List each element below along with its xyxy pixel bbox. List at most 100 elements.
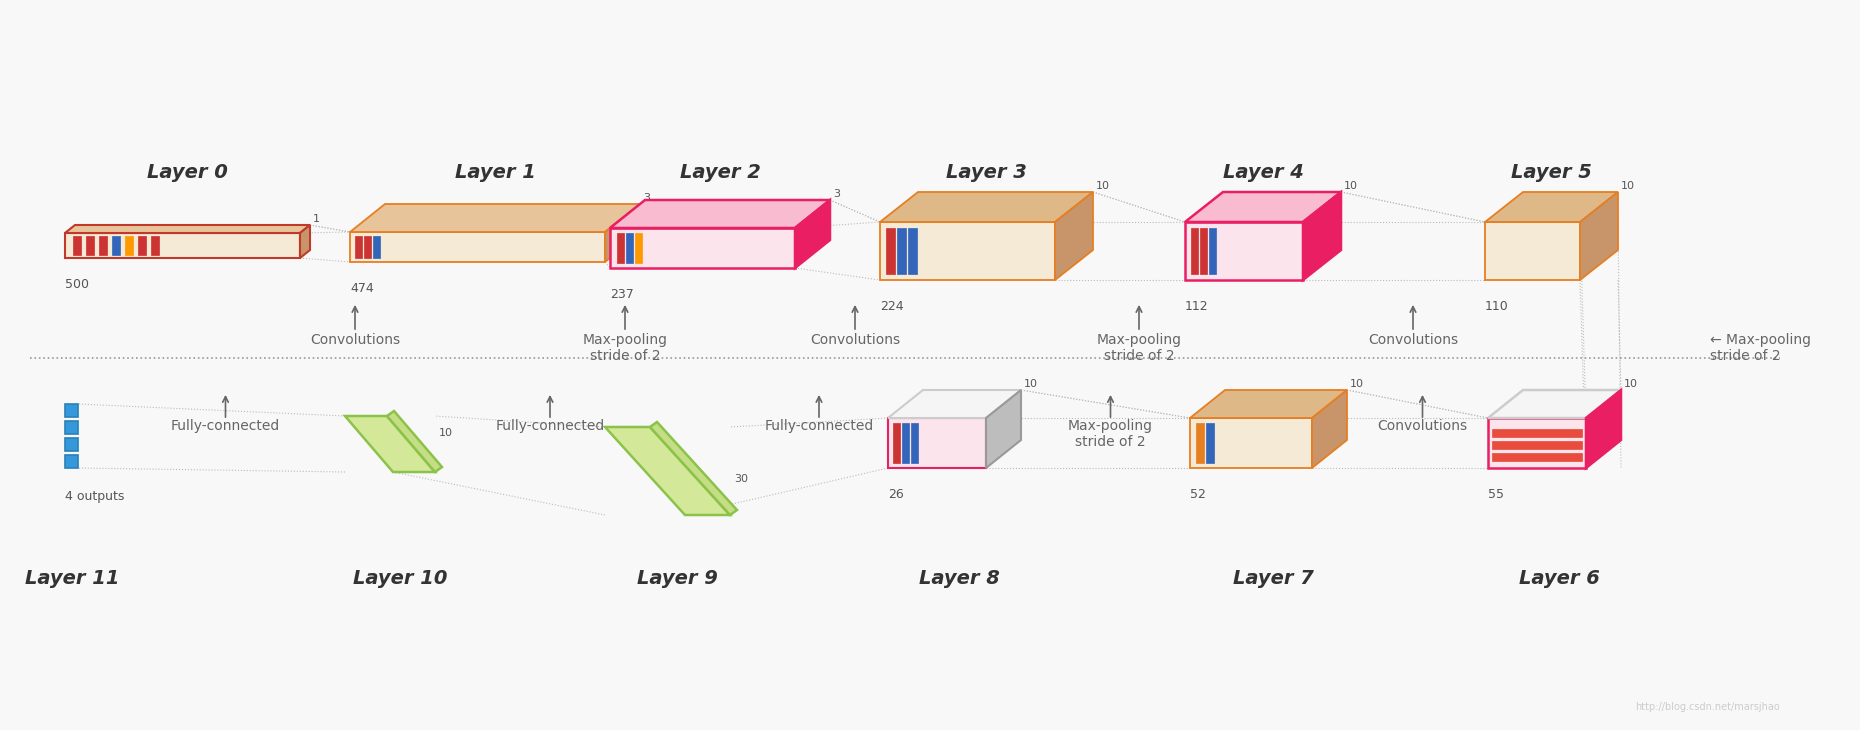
- Text: 10: 10: [1350, 379, 1363, 389]
- Text: 55: 55: [1488, 488, 1505, 501]
- Polygon shape: [885, 228, 895, 274]
- Polygon shape: [65, 438, 78, 451]
- Text: 10: 10: [1025, 379, 1038, 389]
- Polygon shape: [794, 200, 830, 268]
- Polygon shape: [1488, 390, 1622, 418]
- Text: Layer 8: Layer 8: [919, 569, 1001, 588]
- Polygon shape: [908, 228, 917, 274]
- Polygon shape: [897, 228, 906, 274]
- Polygon shape: [387, 411, 443, 472]
- Polygon shape: [627, 233, 632, 263]
- Polygon shape: [1209, 228, 1216, 274]
- Polygon shape: [1205, 423, 1215, 463]
- Polygon shape: [299, 225, 311, 258]
- Text: Max-pooling
stride of 2: Max-pooling stride of 2: [1097, 333, 1181, 363]
- Text: 52: 52: [1190, 488, 1205, 501]
- Polygon shape: [1488, 418, 1587, 468]
- Text: 3: 3: [644, 193, 649, 203]
- Text: 4 outputs: 4 outputs: [65, 490, 125, 503]
- Polygon shape: [1190, 390, 1347, 418]
- Text: 10: 10: [1096, 181, 1110, 191]
- Text: Layer 2: Layer 2: [681, 163, 761, 182]
- Polygon shape: [902, 423, 910, 463]
- Text: ← Max-pooling
stride of 2: ← Max-pooling stride of 2: [1709, 333, 1812, 363]
- Polygon shape: [112, 236, 121, 255]
- Text: 26: 26: [887, 488, 904, 501]
- Polygon shape: [1190, 228, 1198, 274]
- Polygon shape: [1200, 228, 1207, 274]
- Text: 500: 500: [65, 278, 89, 291]
- Polygon shape: [1579, 192, 1618, 280]
- Polygon shape: [138, 236, 145, 255]
- Text: 10: 10: [439, 429, 454, 439]
- Text: 110: 110: [1484, 300, 1508, 313]
- Polygon shape: [1304, 192, 1341, 280]
- Polygon shape: [911, 423, 919, 463]
- Text: Fully-connected: Fully-connected: [495, 419, 604, 433]
- Polygon shape: [610, 228, 794, 268]
- Polygon shape: [604, 427, 729, 515]
- Text: Layer 10: Layer 10: [353, 569, 446, 588]
- Polygon shape: [1190, 418, 1311, 468]
- Polygon shape: [86, 236, 95, 255]
- Polygon shape: [618, 233, 623, 263]
- Polygon shape: [125, 236, 134, 255]
- Polygon shape: [65, 404, 78, 417]
- Text: Layer 7: Layer 7: [1233, 569, 1313, 588]
- Polygon shape: [99, 236, 108, 255]
- Text: Layer 4: Layer 4: [1222, 163, 1304, 182]
- Text: 237: 237: [610, 288, 634, 301]
- Text: 224: 224: [880, 300, 904, 313]
- Polygon shape: [1311, 390, 1347, 468]
- Polygon shape: [1492, 429, 1583, 437]
- Text: 10: 10: [1624, 379, 1639, 389]
- Text: Max-pooling
stride of 2: Max-pooling stride of 2: [582, 333, 668, 363]
- Text: Max-pooling
stride of 2: Max-pooling stride of 2: [1068, 419, 1153, 449]
- Polygon shape: [1055, 192, 1094, 280]
- Text: Layer 1: Layer 1: [456, 163, 536, 182]
- Polygon shape: [151, 236, 158, 255]
- Text: Fully-connected: Fully-connected: [171, 419, 281, 433]
- Text: 1: 1: [312, 214, 320, 224]
- Text: Convolutions: Convolutions: [1378, 419, 1468, 433]
- Polygon shape: [634, 233, 642, 263]
- Polygon shape: [880, 192, 1094, 222]
- Polygon shape: [65, 233, 299, 258]
- Text: Layer 3: Layer 3: [947, 163, 1027, 182]
- Polygon shape: [374, 236, 379, 258]
- Polygon shape: [350, 204, 640, 232]
- Polygon shape: [887, 418, 986, 468]
- Text: Convolutions: Convolutions: [809, 333, 900, 347]
- Text: Layer 5: Layer 5: [1510, 163, 1592, 182]
- Polygon shape: [880, 222, 1055, 280]
- Text: 3: 3: [833, 189, 841, 199]
- Polygon shape: [365, 236, 370, 258]
- Text: Fully-connected: Fully-connected: [764, 419, 874, 433]
- Text: http://blog.csdn.net/marsjhao: http://blog.csdn.net/marsjhao: [1635, 702, 1780, 712]
- Polygon shape: [1185, 222, 1304, 280]
- Polygon shape: [1196, 423, 1203, 463]
- Polygon shape: [649, 422, 737, 515]
- Polygon shape: [610, 200, 830, 228]
- Polygon shape: [344, 416, 435, 472]
- Polygon shape: [604, 204, 640, 262]
- Polygon shape: [65, 455, 78, 468]
- Polygon shape: [1185, 192, 1341, 222]
- Text: 10: 10: [1345, 181, 1358, 191]
- Text: 474: 474: [350, 282, 374, 295]
- Polygon shape: [73, 236, 82, 255]
- Text: Layer 6: Layer 6: [1520, 569, 1600, 588]
- Text: Layer 0: Layer 0: [147, 163, 229, 182]
- Text: 112: 112: [1185, 300, 1209, 313]
- Polygon shape: [1492, 453, 1583, 461]
- Polygon shape: [1587, 390, 1622, 468]
- Polygon shape: [1484, 192, 1618, 222]
- Polygon shape: [1484, 222, 1579, 280]
- Polygon shape: [986, 390, 1021, 468]
- Text: 10: 10: [1622, 181, 1635, 191]
- Polygon shape: [355, 236, 363, 258]
- Text: 30: 30: [735, 474, 748, 484]
- Polygon shape: [887, 390, 1021, 418]
- Text: Layer 9: Layer 9: [638, 569, 718, 588]
- Text: Layer 11: Layer 11: [24, 569, 119, 588]
